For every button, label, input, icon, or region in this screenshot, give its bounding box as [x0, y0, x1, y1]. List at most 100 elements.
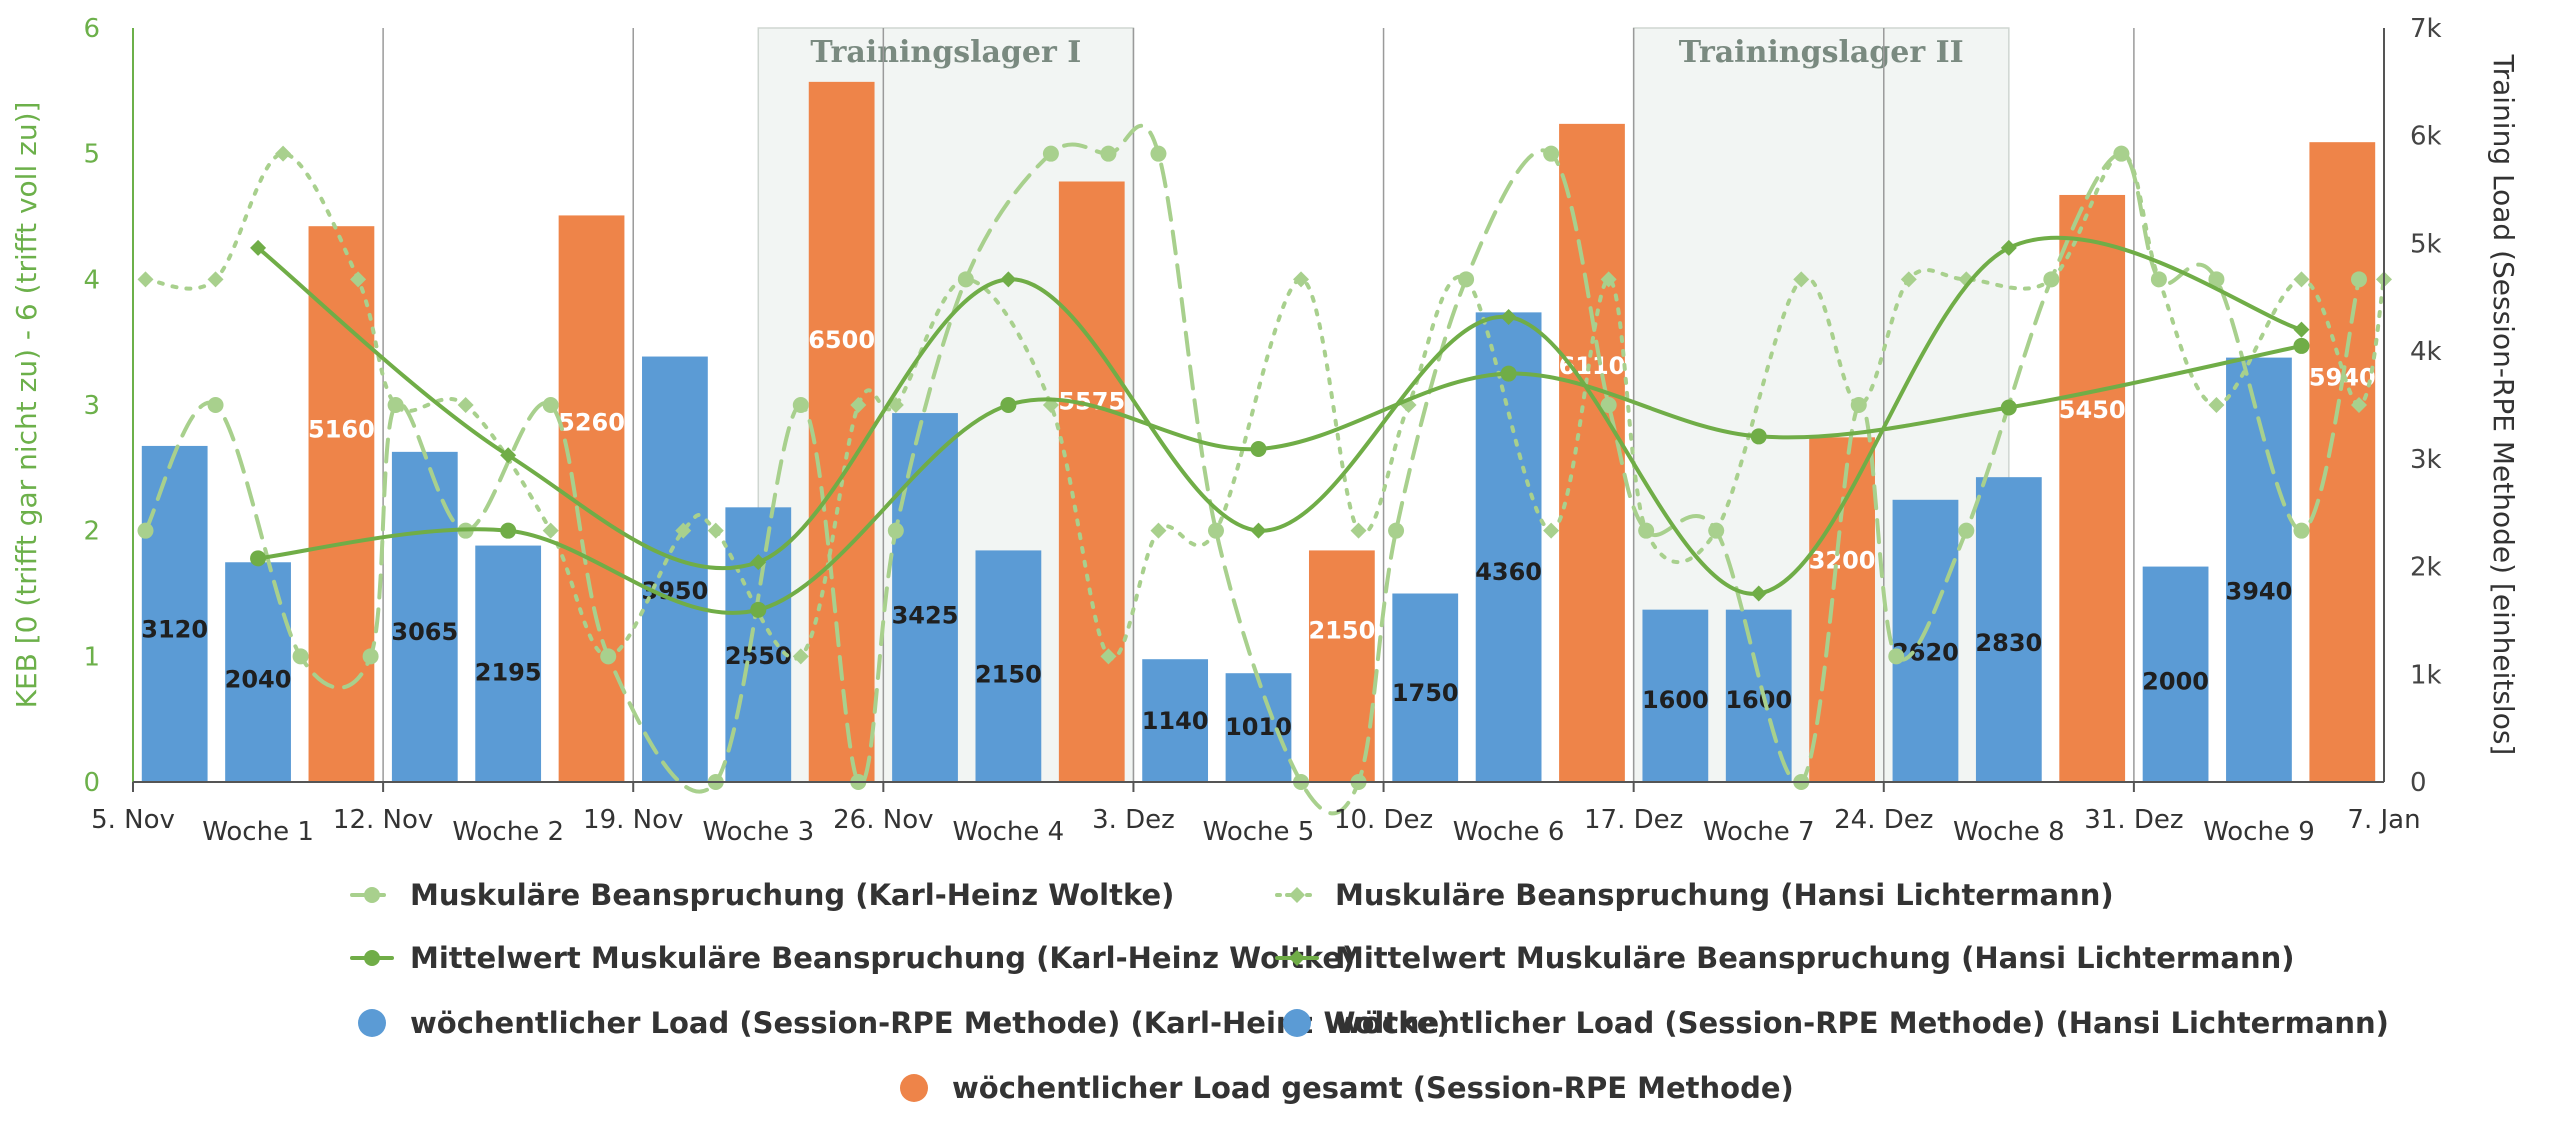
- line-karl-daily-point: [207, 397, 224, 413]
- line-karl-daily-point: [1888, 648, 1905, 665]
- line-hansi-daily-point: [1600, 271, 1617, 288]
- line-hansi-daily-point: [1793, 271, 1810, 288]
- bar-karl-label: 1750: [1392, 679, 1459, 707]
- line-hansi-daily-point: [675, 522, 692, 539]
- left-axis-title: KEB [0 (trifft gar nicht zu) - 6 (trifft…: [10, 102, 43, 709]
- x-week-label: Woche 4: [953, 817, 1065, 847]
- line-karl-daily-point: [137, 522, 154, 539]
- x-week-label: Woche 3: [702, 817, 814, 847]
- line-karl-daily-point: [2208, 271, 2225, 288]
- x-date-label: 12. Nov: [333, 805, 433, 835]
- left-tick-label: 0: [83, 768, 100, 798]
- line-karl-daily-point: [1958, 522, 1975, 539]
- line-hansi-mean-point: [1500, 309, 1517, 326]
- line-karl-daily-point: [2350, 271, 2367, 288]
- week-dividers: [382, 28, 2135, 782]
- bar-karl: [892, 413, 958, 782]
- line-hansi-daily-point: [1850, 397, 1867, 413]
- x-week-label: Woche 5: [1203, 817, 1315, 847]
- line-hansi-daily-point: [1100, 648, 1117, 665]
- line-karl-daily-point: [1100, 145, 1117, 162]
- bar-total: [1559, 123, 1625, 782]
- line-hansi-mean-point: [250, 239, 267, 256]
- line-hansi-mean-point: [750, 554, 767, 571]
- line-karl-daily-point: [2293, 522, 2310, 539]
- right-axis-title: Training Load (Session-RPE Methode) [ein…: [2487, 54, 2520, 756]
- line-hansi-mean-point: [500, 447, 517, 464]
- line-hansi-daily-point: [1708, 522, 1725, 539]
- line-hansi-daily-point: [850, 397, 867, 413]
- left-tick-label: 1: [83, 642, 100, 672]
- bar-hansi-label: 1600: [1725, 686, 1792, 714]
- line-karl-daily-point: [792, 397, 809, 413]
- right-tick-label: 0: [2410, 768, 2427, 798]
- x-date-label: 26. Nov: [833, 805, 933, 835]
- legend-entry: Mittelwert Muskuläre Beanspruchung (Karl…: [350, 941, 1355, 975]
- bar-hansi-label: 2150: [975, 660, 1042, 688]
- bar-hansi: [475, 545, 542, 782]
- bar-karl: [1142, 659, 1209, 782]
- line-hansi-daily-point: [1900, 271, 1917, 288]
- line-hansi-daily-point: [207, 271, 224, 288]
- x-date-label: 31. Dez: [2084, 805, 2183, 835]
- line-hansi-daily-point: [600, 648, 617, 665]
- line-hansi-daily-point: [1458, 271, 1475, 288]
- line-hansi-daily-point: [2350, 397, 2367, 413]
- line-hansi-daily-point: [1293, 271, 1310, 288]
- right-tick-label: 5k: [2410, 229, 2442, 259]
- legend-entry: Muskuläre Beanspruchung (Hansi Lichterma…: [1275, 878, 2114, 912]
- bar-hansi: [1475, 312, 1542, 782]
- line-karl-daily-point: [1388, 522, 1405, 539]
- legend-entry: Mittelwert Muskuläre Beanspruchung (Hans…: [1275, 941, 2295, 975]
- bar-karl-label: 3065: [391, 618, 458, 646]
- right-tick-label: 4k: [2410, 337, 2442, 367]
- bar-hansi-label: 4360: [1475, 558, 1542, 586]
- bar-karl: [391, 451, 458, 782]
- bar-total-label: 3200: [1809, 546, 1876, 574]
- strain-lines: [137, 123, 2392, 816]
- legend-dot: [900, 1074, 928, 1102]
- legend-label: Muskuläre Beanspruchung (Karl-Heinz Wolt…: [410, 878, 1174, 912]
- bar-karl-label: 3120: [141, 615, 208, 643]
- bar-hansi: [1225, 673, 1292, 782]
- bar-karl: [1892, 499, 1959, 782]
- left-tick-label: 5: [83, 140, 100, 170]
- legend-label: wöchentlicher Load gesamt (Session-RPE M…: [952, 1071, 1794, 1105]
- line-hansi-mean-point: [1250, 522, 1267, 539]
- bar-karl-label: 2000: [2142, 667, 2209, 695]
- x-week-label: Woche 6: [1453, 817, 1565, 847]
- legend-entry: wöchentlicher Load gesamt (Session-RPE M…: [900, 1071, 1794, 1105]
- bar-total-label: 2150: [1308, 616, 1375, 644]
- bar-hansi: [975, 550, 1042, 782]
- x-date-label: 7. Jan: [2347, 805, 2420, 835]
- bar-total: [1809, 437, 1875, 782]
- bar-hansi: [1975, 477, 2042, 782]
- bar-total: [2059, 194, 2126, 782]
- line-hansi-daily-point: [2208, 397, 2225, 413]
- x-date-label: 3. Dez: [1092, 805, 1175, 835]
- right-tick-label: 1k: [2410, 660, 2442, 690]
- legend-label: Mittelwert Muskuläre Beanspruchung (Karl…: [410, 941, 1355, 975]
- line-karl-mean-point: [1250, 440, 1267, 457]
- line-hansi-mean-point: [2000, 239, 2017, 256]
- legend-entry: wöchentlicher Load (Session-RPE Methode)…: [358, 1006, 1450, 1040]
- bar-total-label: 5160: [308, 415, 375, 443]
- left-tick-label: 3: [83, 391, 100, 421]
- bar-total-label: 5450: [2059, 396, 2126, 424]
- line-hansi-daily-point: [792, 648, 809, 665]
- line-hansi-daily-point: [2043, 271, 2060, 288]
- axes: 0 1 2 3 4 5 6 0 1k 2k 3k 4k 5k 6k 7k 5. Nov 12. Nov 19. N…: [10, 14, 2520, 847]
- line-hansi-daily-point: [707, 522, 724, 539]
- line-hansi-daily-point: [1543, 522, 1560, 539]
- bar-karl-label: 3425: [892, 601, 959, 629]
- line-hansi-daily-point: [2150, 271, 2167, 288]
- bar-karl-label: 1140: [1142, 707, 1209, 735]
- camp-label: Trainingslager I: [810, 35, 1081, 70]
- line-karl-daily-point: [362, 648, 379, 665]
- bar-hansi: [725, 507, 792, 782]
- line-hansi-daily-point: [1638, 522, 1655, 539]
- legend-entry: wöchentlicher Load (Session-RPE Methode)…: [1283, 1006, 2389, 1040]
- legend-entry: Muskuläre Beanspruchung (Karl-Heinz Wolt…: [350, 878, 1174, 912]
- line-hansi-daily-point: [275, 145, 292, 162]
- x-week-label: Woche 8: [1953, 817, 2065, 847]
